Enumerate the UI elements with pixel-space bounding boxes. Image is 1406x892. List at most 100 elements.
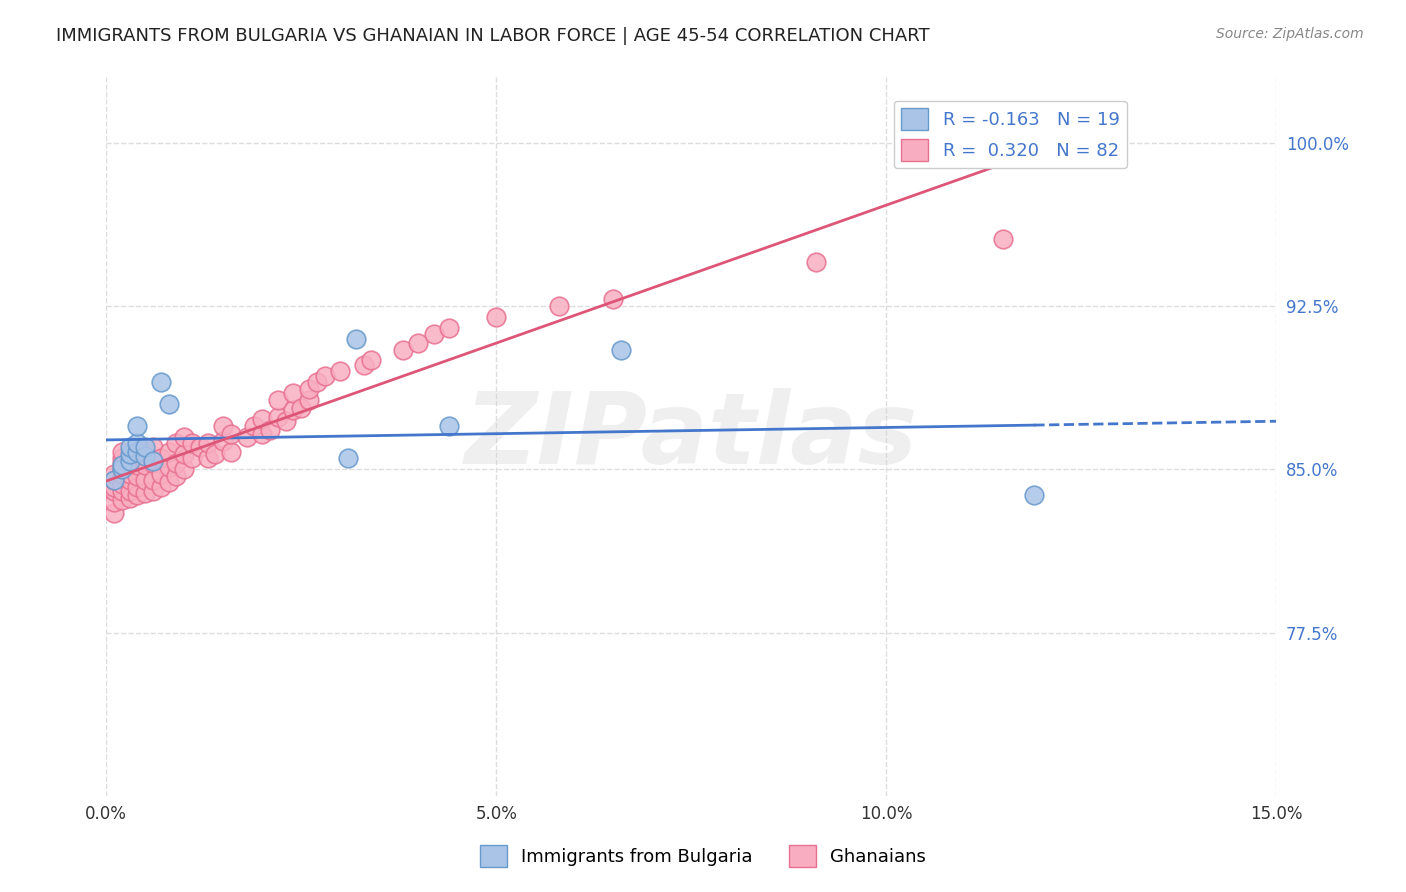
Ghanaians [111,467,134,481]
Ghanaians [602,293,624,307]
Ghanaians [298,382,321,396]
Immigrants from Bulgaria [337,451,360,466]
Ghanaians [267,409,290,424]
Text: IMMIGRANTS FROM BULGARIA VS GHANAIAN IN LABOR FORCE | AGE 45-54 CORRELATION CHAR: IMMIGRANTS FROM BULGARIA VS GHANAIAN IN … [56,27,929,45]
Ghanaians [250,427,273,442]
Ghanaians [134,486,156,500]
Immigrants from Bulgaria [344,332,367,346]
Ghanaians [118,483,141,498]
Ghanaians [149,467,172,481]
Ghanaians [157,445,180,459]
Ghanaians [127,445,149,459]
Immigrants from Bulgaria [142,453,165,467]
Ghanaians [250,412,273,426]
Ghanaians [188,441,211,455]
Ghanaians [329,364,352,378]
Ghanaians [149,480,172,494]
Ghanaians [142,441,165,455]
Ghanaians [243,418,266,433]
Ghanaians [134,473,156,487]
Ghanaians [142,456,165,470]
Immigrants from Bulgaria [118,453,141,467]
Ghanaians [127,480,149,494]
Ghanaians [274,414,297,428]
Ghanaians [142,483,165,498]
Immigrants from Bulgaria [118,447,141,461]
Ghanaians [212,434,235,448]
Ghanaians [547,299,569,313]
Immigrants from Bulgaria [1024,488,1046,502]
Ghanaians [439,320,461,334]
Ghanaians [111,456,134,470]
Ghanaians [103,506,125,520]
Ghanaians [111,445,134,459]
Ghanaians [298,392,321,407]
Ghanaians [111,477,134,491]
Immigrants from Bulgaria [127,418,149,433]
Ghanaians [290,401,312,416]
Ghanaians [127,458,149,472]
Ghanaians [283,386,305,401]
Text: ZIPatlas: ZIPatlas [464,388,918,485]
Immigrants from Bulgaria [118,441,141,455]
Ghanaians [173,462,195,476]
Ghanaians [111,462,134,476]
Ghanaians [391,343,413,357]
Immigrants from Bulgaria [134,441,156,455]
Ghanaians [991,231,1014,245]
Ghanaians [127,468,149,483]
Ghanaians [353,358,375,372]
Ghanaians [305,375,328,389]
Ghanaians [235,429,257,443]
Ghanaians [173,447,195,461]
Ghanaians [173,429,195,443]
Ghanaians [118,458,141,472]
Ghanaians [134,445,156,459]
Immigrants from Bulgaria [134,449,156,463]
Ghanaians [165,468,187,483]
Ghanaians [197,436,219,450]
Immigrants from Bulgaria [157,397,180,411]
Ghanaians [111,451,134,466]
Ghanaians [111,492,134,507]
Ghanaians [103,467,125,481]
Ghanaians [314,368,336,383]
Immigrants from Bulgaria [127,436,149,450]
Ghanaians [118,491,141,505]
Ghanaians [485,310,508,324]
Immigrants from Bulgaria [127,445,149,459]
Ghanaians [134,458,156,472]
Immigrants from Bulgaria [149,375,172,389]
Ghanaians [804,255,827,269]
Ghanaians [111,483,134,498]
Ghanaians [165,436,187,450]
Ghanaians [283,403,305,417]
Ghanaians [219,427,242,442]
Ghanaians [103,480,125,494]
Ghanaians [204,447,226,461]
Ghanaians [157,475,180,490]
Ghanaians [118,473,141,487]
Ghanaians [212,418,235,433]
Text: Source: ZipAtlas.com: Source: ZipAtlas.com [1216,27,1364,41]
Ghanaians [118,467,141,481]
Ghanaians [219,445,242,459]
Ghanaians [197,451,219,466]
Immigrants from Bulgaria [111,462,134,476]
Ghanaians [423,327,446,342]
Ghanaians [406,336,429,351]
Ghanaians [149,451,172,466]
Ghanaians [103,495,125,509]
Ghanaians [181,451,204,466]
Immigrants from Bulgaria [610,343,633,357]
Ghanaians [267,392,290,407]
Legend: Immigrants from Bulgaria, Ghanaians: Immigrants from Bulgaria, Ghanaians [472,838,934,874]
Ghanaians [142,473,165,487]
Ghanaians [259,423,281,437]
Ghanaians [360,353,382,368]
Immigrants from Bulgaria [439,418,461,433]
Ghanaians [118,451,141,466]
Ghanaians [165,456,187,470]
Ghanaians [127,488,149,502]
Ghanaians [181,436,204,450]
